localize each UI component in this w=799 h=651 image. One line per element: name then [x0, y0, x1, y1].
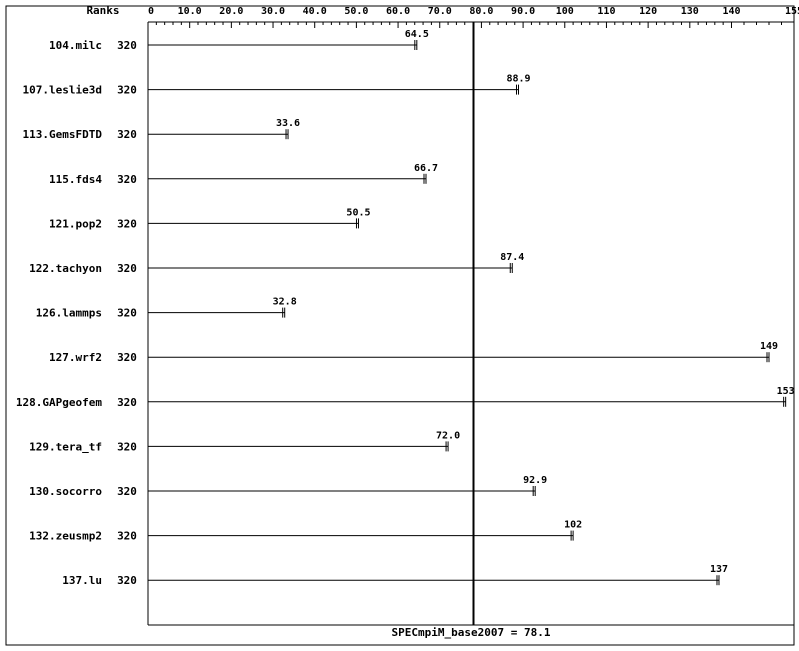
ranks-label: 320 — [117, 173, 137, 186]
value-label: 102 — [564, 520, 582, 531]
ranks-label: 320 — [117, 530, 137, 543]
row-label: 104.milc — [49, 39, 102, 52]
value-label: 33.6 — [276, 118, 300, 129]
tick-label: 60.0 — [386, 6, 410, 17]
tick-label: 90.0 — [511, 6, 535, 17]
tick-label: 100 — [556, 6, 574, 17]
ranks-label: 320 — [117, 217, 137, 230]
row-label: 107.leslie3d — [23, 84, 102, 97]
ranks-label: 320 — [117, 262, 137, 275]
ranks-label: 320 — [117, 39, 137, 52]
value-label: 32.8 — [273, 297, 297, 308]
tick-label: 30.0 — [261, 6, 285, 17]
row-label: 126.lammps — [36, 307, 102, 320]
row-label: 113.GemsFDTD — [23, 128, 103, 141]
chart-border — [6, 6, 794, 645]
tick-label: 10.0 — [178, 6, 202, 17]
ranks-label: 320 — [117, 84, 137, 97]
row-label: 128.GAPgeofem — [16, 396, 102, 409]
chart-svg: Ranks 0 10.0 20.0 30.0 40.0 50.0 60.0 70.0 80.0 90… — [0, 0, 799, 651]
ranks-label: 320 — [117, 307, 137, 320]
ranks-label: 320 — [117, 485, 137, 498]
ranks-label: 320 — [117, 396, 137, 409]
value-label: 50.5 — [346, 207, 370, 218]
tick-label: 140 — [722, 6, 740, 17]
tick-label: 0 — [148, 6, 154, 17]
row-label: 132.zeusmp2 — [29, 530, 102, 543]
row-label: 137.lu — [62, 574, 102, 587]
tick-label: 50.0 — [344, 6, 368, 17]
tick-label: 20.0 — [219, 6, 243, 17]
spec-chart: Ranks 0 10.0 20.0 30.0 40.0 50.0 60.0 70.0 80.0 90… — [0, 0, 799, 651]
row-label: 115.fds4 — [49, 173, 102, 186]
footer-label: SPECmpiM_base2007 = 78.1 — [392, 626, 551, 639]
tick-label: 70.0 — [428, 6, 452, 17]
axis-title: Ranks — [86, 4, 119, 17]
ranks-label: 320 — [117, 574, 137, 587]
value-label: 88.9 — [506, 74, 530, 85]
value-label: 137 — [710, 564, 728, 575]
row-label: 121.pop2 — [49, 217, 102, 230]
tick-label: 120 — [639, 6, 657, 17]
value-label: 66.7 — [414, 163, 438, 174]
value-label: 72.0 — [436, 430, 460, 441]
row-label: 122.tachyon — [29, 262, 102, 275]
value-label: 149 — [760, 341, 778, 352]
value-label: 92.9 — [523, 475, 547, 486]
tick-label: 80.0 — [469, 6, 493, 17]
ranks-label: 320 — [117, 351, 137, 364]
ranks-label: 320 — [117, 440, 137, 453]
ranks-label: 320 — [117, 128, 137, 141]
tick-label: 110 — [597, 6, 615, 17]
value-label: 64.5 — [405, 29, 429, 40]
row-label: 127.wrf2 — [49, 351, 102, 364]
tick-label: 130 — [681, 6, 699, 17]
value-label: 87.4 — [500, 252, 524, 263]
row-label: 130.socorro — [29, 485, 102, 498]
tick-label: 40.0 — [303, 6, 327, 17]
value-label: 153 — [777, 386, 795, 397]
tick-label: 155 — [785, 6, 799, 17]
row-label: 129.tera_tf — [29, 440, 102, 453]
